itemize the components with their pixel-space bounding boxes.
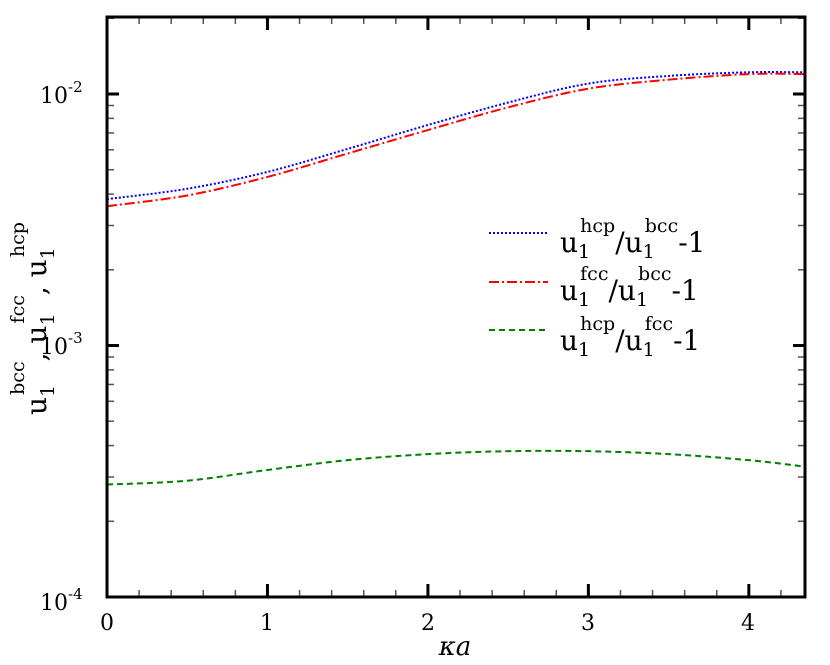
series-lines — [106, 71, 806, 486]
y-tick-label-1e-2: 10-2 — [40, 78, 83, 109]
x-tick-label-0: 0 — [100, 611, 114, 636]
major-ticks — [105, 17, 805, 599]
plot-frame — [105, 15, 807, 599]
minor-ticks — [107, 17, 805, 597]
x-tick-label-2: 2 — [421, 611, 435, 636]
series-line-2 — [106, 449, 806, 486]
x-tick-label-4: 4 — [741, 611, 755, 636]
legend-label-hcp-bcc: u1hcp/u1bcc-1 — [560, 215, 706, 263]
x-axis-label: κa — [438, 632, 472, 662]
y-tick-label-1e-3: 10-3 — [40, 329, 83, 360]
svg-text:u1bcc, u1fcc, u1hcp: u1bcc, u1fcc, u1hcp — [7, 222, 59, 415]
legend: u1hcp/u1bcc-1 u1fcc/u1bcc-1 u1hcp/u1fcc-… — [489, 215, 706, 361]
y-axis-label: u1bcc, u1fcc, u1hcp — [7, 222, 59, 415]
y-tick-label-1e-4: 10-4 — [40, 585, 83, 616]
x-tick-label-1: 1 — [260, 611, 274, 636]
legend-label-fcc-bcc: u1fcc/u1bcc-1 — [560, 263, 699, 311]
series-line-1 — [106, 72, 806, 208]
series-line-0 — [106, 71, 806, 201]
legend-label-hcp-fcc: u1hcp/u1fcc-1 — [560, 313, 700, 361]
x-tick-label-3: 3 — [581, 611, 595, 636]
